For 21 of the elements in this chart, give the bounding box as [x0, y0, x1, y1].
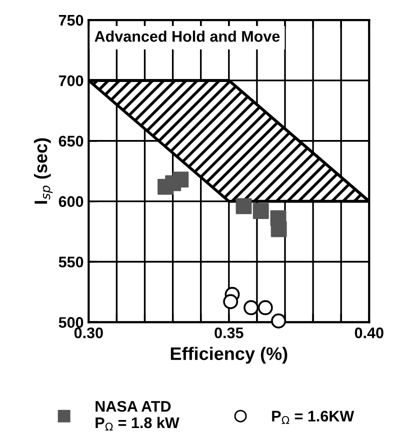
point: [258, 300, 273, 316]
point: [172, 172, 189, 188]
x-tick-label: 0.35: [214, 327, 244, 338]
point: [244, 300, 259, 316]
y-tick-label: 700: [58, 75, 84, 86]
point: [236, 198, 252, 214]
point: [270, 221, 287, 238]
y-tick-label: 600: [58, 196, 84, 208]
x-tick-label: 0.40: [354, 327, 384, 338]
legend-label: NASA ATD P$_{Ω}$ = 1.8 kW: [96, 400, 180, 431]
y-tick-label: 500: [58, 317, 84, 328]
x-axis-title: Efficiency (%): [170, 346, 288, 364]
y-tick-label: 750: [58, 14, 84, 26]
x-tick-label: 0.30: [74, 327, 103, 338]
point: [223, 294, 238, 310]
y-tick-label: 550: [58, 256, 84, 268]
y-axis-title: I$_{sp}$ (sec): [34, 138, 53, 204]
y-tick-label: 650: [58, 136, 84, 147]
point: [252, 203, 269, 219]
annotation: Advanced Hold and Move: [94, 30, 280, 42]
legend-label: P$_{Ω}$ = 1.6KW: [272, 410, 354, 424]
